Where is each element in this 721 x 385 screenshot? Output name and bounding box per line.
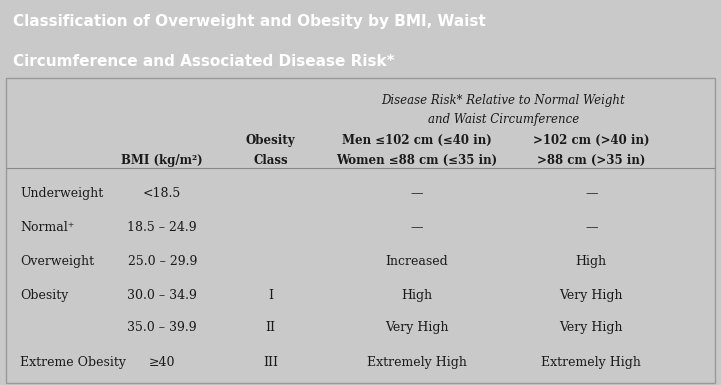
Text: ≥40: ≥40 [149,357,175,370]
Text: Class: Class [253,154,288,167]
Text: 25.0 – 29.9: 25.0 – 29.9 [128,255,197,268]
Text: >102 cm (>40 in): >102 cm (>40 in) [533,134,650,147]
Text: High: High [575,255,607,268]
Text: —: — [585,221,598,234]
Text: I: I [268,289,273,302]
Text: Men ≤102 cm (≤40 in): Men ≤102 cm (≤40 in) [342,134,492,147]
Text: 30.0 – 34.9: 30.0 – 34.9 [128,289,197,302]
Text: —: — [410,187,423,200]
Text: —: — [410,221,423,234]
Text: Very High: Very High [559,321,623,335]
Text: High: High [401,289,433,302]
Text: Disease Risk* Relative to Normal Weight
and Waist Circumference: Disease Risk* Relative to Normal Weight … [381,94,625,126]
Text: Extremely High: Extremely High [541,357,641,370]
Text: Obesity: Obesity [20,289,68,302]
Text: III: III [263,357,278,370]
Text: Normal⁺: Normal⁺ [20,221,74,234]
Text: Underweight: Underweight [20,187,103,200]
Text: 18.5 – 24.9: 18.5 – 24.9 [128,221,197,234]
Text: —: — [585,187,598,200]
Text: BMI (kg/m²): BMI (kg/m²) [121,154,203,167]
Text: Extreme Obesity: Extreme Obesity [20,357,126,370]
Text: Overweight: Overweight [20,255,94,268]
Text: 35.0 – 39.9: 35.0 – 39.9 [128,321,197,335]
Text: Classification of Overweight and Obesity by BMI, Waist: Classification of Overweight and Obesity… [13,13,486,28]
Text: Very High: Very High [385,321,448,335]
Text: Very High: Very High [559,289,623,302]
Text: Circumference and Associated Disease Risk*: Circumference and Associated Disease Ris… [13,54,394,69]
Text: <18.5: <18.5 [143,187,182,200]
Text: Extremely High: Extremely High [367,357,466,370]
Text: Increased: Increased [385,255,448,268]
Text: >88 cm (>35 in): >88 cm (>35 in) [537,154,645,167]
Text: Obesity: Obesity [246,134,295,147]
Text: Women ≤88 cm (≤35 in): Women ≤88 cm (≤35 in) [336,154,497,167]
Text: II: II [265,321,275,335]
